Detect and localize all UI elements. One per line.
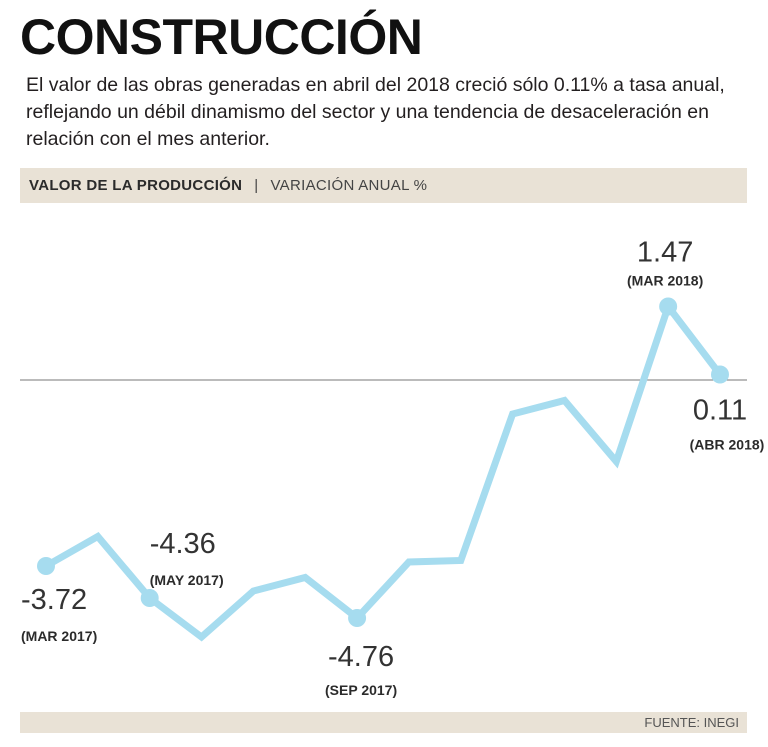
data-point-marker [711, 365, 729, 384]
data-point-marker [348, 609, 367, 627]
source-footer: FUENTE: INEGI [20, 712, 747, 733]
series-line [44, 299, 723, 642]
data-value-label: -4.36 [150, 528, 216, 560]
data-date-label: (SEP 2017) [325, 682, 397, 698]
metric-label: VALOR DE LA PRODUCCIÓN [29, 177, 243, 194]
unit-label: VARIACIÓN ANUAL % [270, 177, 428, 194]
data-point-marker [659, 297, 678, 316]
source-text: FUENTE: INEGI [644, 715, 739, 730]
subtitle: El valor de las obras generadas en abril… [26, 74, 725, 150]
data-value-label: -3.72 [21, 584, 87, 616]
data-value-label: 1.47 [637, 237, 693, 269]
data-point-marker [37, 557, 55, 575]
header-separator: | [254, 177, 259, 194]
data-value-label: -4.76 [328, 641, 394, 673]
data-date-label: (MAR 2017) [21, 628, 97, 644]
chart-header-bar: VALOR DE LA PRODUCCIÓN | VARIACIÓN ANUAL… [20, 168, 747, 203]
data-date-label: (MAR 2018) [627, 273, 703, 289]
data-date-label: (MAY 2017) [150, 572, 224, 588]
data-date-label: (ABR 2018) [690, 437, 765, 453]
page-title: CONSTRUCCIÓN [20, 9, 423, 65]
data-value-label: 0.11 [693, 395, 747, 427]
data-point-marker [140, 589, 159, 607]
